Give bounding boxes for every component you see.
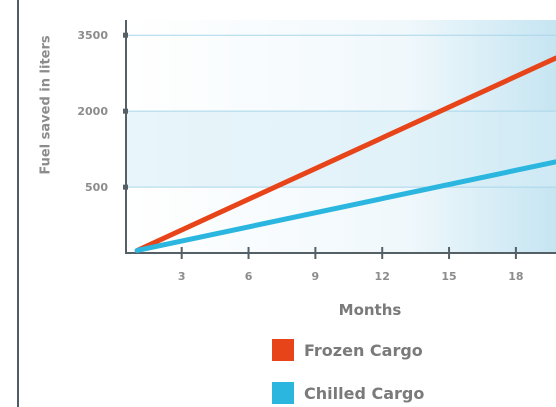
x-tick-label: 12 (375, 270, 390, 283)
y-tick-mark (123, 32, 128, 38)
series-line-chilled-cargo (134, 159, 556, 253)
x-axis-label: Months (338, 301, 402, 319)
x-tick-label: 6 (245, 270, 253, 283)
y-tick-mark (123, 184, 128, 190)
legend-label-frozen-cargo: Frozen Cargo (304, 340, 423, 360)
legend-label-chilled-cargo: Chilled Cargo (304, 383, 425, 403)
legend-item-chilled-cargo: Chilled Cargo (272, 381, 424, 405)
series-line-frozen-cargo (134, 55, 556, 253)
legend-item-frozen-cargo: Frozen Cargo (272, 338, 423, 362)
left-border-line (17, 0, 19, 407)
y-tick-label: 500 (85, 181, 108, 194)
x-tick-label: 18 (508, 270, 523, 283)
x-tick-label: 3 (178, 270, 186, 283)
x-tick-label: 15 (441, 270, 456, 283)
y-tick-label: 2000 (77, 105, 108, 118)
x-tick-label: 9 (312, 270, 320, 283)
legend-swatch-chilled-cargo (272, 382, 294, 404)
y-tick-mark (123, 108, 128, 114)
y-tick-label: 3500 (77, 29, 108, 42)
legend-swatch-frozen-cargo (272, 339, 294, 361)
y-axis-label: Fuel saved in liters (38, 35, 54, 175)
